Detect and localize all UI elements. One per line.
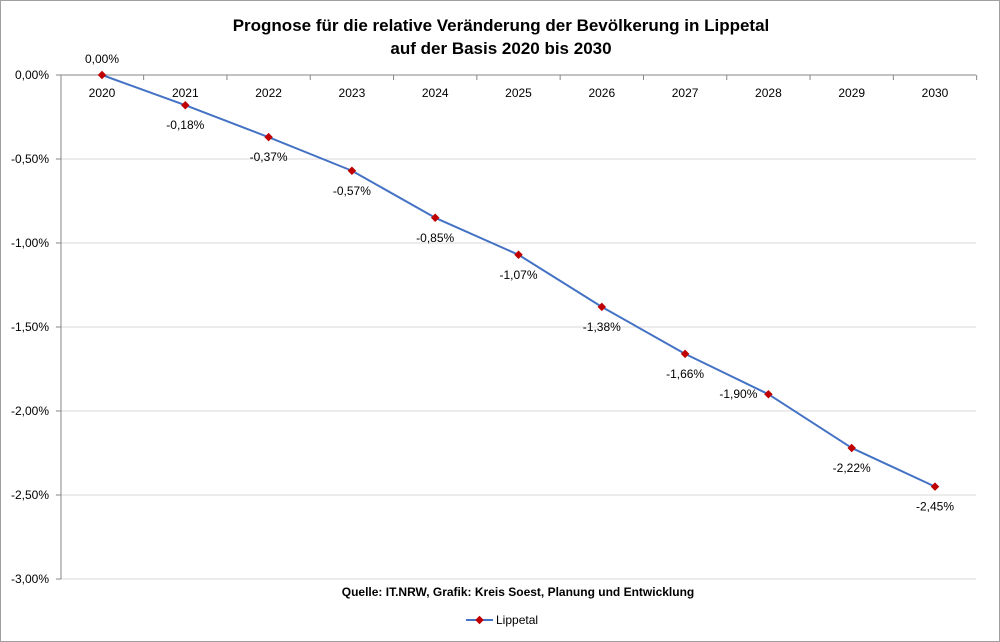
legend: Lippetal — [466, 613, 538, 627]
data-label: -2,45% — [916, 500, 954, 514]
x-tick-label: 2028 — [755, 86, 782, 100]
data-point-marker — [930, 482, 940, 491]
data-label: -0,37% — [250, 150, 288, 164]
x-tick-label: 2024 — [422, 86, 449, 100]
y-tick-label: -0,50% — [11, 152, 49, 166]
x-tick-label: 2021 — [172, 86, 199, 100]
x-tick-label: 2025 — [505, 86, 532, 100]
gridlines — [61, 158, 976, 580]
x-tick-label: 2030 — [922, 86, 949, 100]
data-point-marker — [680, 349, 690, 359]
y-tick-label: -2,50% — [11, 488, 49, 502]
data-labels: 0,00% -0,18% -0,37% -0,57% -0,85% -1,07% -1,38… — [85, 52, 954, 514]
series-lippetal — [97, 70, 940, 491]
data-label: -2,22% — [833, 461, 871, 475]
data-label: -1,66% — [666, 367, 704, 381]
y-tick-label: -3,00% — [11, 572, 49, 586]
data-label: -0,85% — [416, 231, 454, 245]
y-tick-labels: 0,00% -0,50% -1,00% -1,50% -2,00% -2,50% -3,00… — [11, 68, 49, 586]
legend-marker-swatch — [475, 615, 484, 625]
data-label: -0,18% — [166, 118, 204, 132]
data-point-marker — [430, 213, 440, 223]
data-point-marker — [97, 70, 107, 80]
x-tick-label: 2022 — [255, 86, 282, 100]
data-point-marker — [847, 443, 856, 453]
data-point-marker — [764, 389, 773, 399]
source-note: Quelle: IT.NRW, Grafik: Kreis Soest, Pla… — [342, 585, 695, 599]
x-tick-label: 2027 — [672, 86, 699, 100]
data-point-marker — [597, 302, 607, 312]
data-label: -1,90% — [719, 387, 757, 401]
x-tick-label: 2026 — [588, 86, 615, 100]
data-label: 0,00% — [85, 52, 119, 66]
legend-label-lippetal: Lippetal — [496, 613, 538, 627]
data-point-marker — [264, 132, 273, 142]
data-label: -1,07% — [499, 268, 537, 282]
y-tick-label: -1,00% — [11, 236, 49, 250]
y-tick-label: -2,00% — [11, 404, 49, 418]
axes — [56, 74, 978, 580]
data-label: -1,38% — [583, 320, 621, 334]
chart-title-line2: auf der Basis 2020 bis 2030 — [390, 39, 611, 58]
y-tick-label: 0,00% — [15, 68, 49, 82]
data-label: -0,57% — [333, 184, 371, 198]
data-point-marker — [347, 166, 357, 176]
y-tick-label: -1,50% — [11, 320, 49, 334]
x-tick-label: 2023 — [339, 86, 366, 100]
data-point-marker — [181, 100, 190, 110]
x-tick-label: 2020 — [89, 86, 116, 100]
chart-title-line1: Prognose für die relative Veränderung de… — [233, 16, 770, 35]
x-tick-labels: 2020 2021 2022 2023 2024 2025 2026 2027 2028 2029… — [89, 86, 949, 100]
x-tick-label: 2029 — [838, 86, 865, 100]
